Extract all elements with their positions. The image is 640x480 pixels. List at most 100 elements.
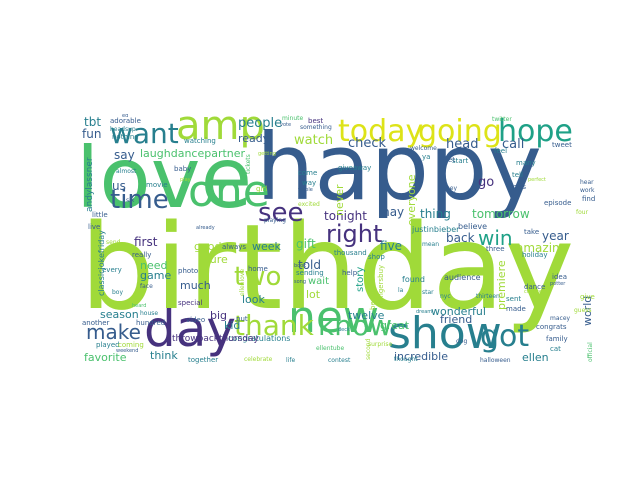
word-ya: ya: [422, 153, 431, 161]
word-go: go: [478, 175, 495, 190]
word-wonderful: wonderful: [431, 305, 486, 318]
word-andylassner: andylassner: [85, 157, 95, 212]
word-back: back: [446, 231, 475, 245]
word-congratulations: congratulations: [228, 334, 291, 343]
word-giveaway: giveaway: [338, 164, 372, 172]
word-make: make: [86, 320, 141, 344]
word-may: may: [378, 205, 405, 219]
word-throwbackthursday: throwbackthursday: [172, 334, 259, 344]
word-sent: sent: [506, 295, 522, 303]
word-birthday: birthday: [80, 198, 575, 336]
word-ellentube: ellentube: [316, 345, 345, 352]
word-everyone: everyone: [405, 174, 418, 226]
word-live: live: [88, 223, 101, 231]
word-potter: potter: [550, 281, 566, 287]
word-tbt: tbt: [84, 115, 102, 129]
word-halloween: halloween: [480, 357, 511, 364]
word-got: got: [480, 319, 530, 354]
word-going: going: [418, 114, 502, 149]
word-first: first: [134, 235, 158, 249]
word-right: right: [326, 220, 383, 248]
word-great: great: [380, 319, 410, 332]
word-let: let: [446, 156, 455, 164]
word-say: say: [114, 148, 135, 162]
word-played: played: [96, 341, 120, 349]
word-something: something: [300, 124, 332, 131]
word-need: need: [140, 259, 168, 272]
word-official: official: [587, 342, 594, 362]
word-three: three: [486, 245, 505, 253]
word-five: five: [380, 239, 403, 253]
word-friend: friend: [440, 313, 473, 326]
word-coming: coming: [118, 341, 144, 349]
word-six: six: [126, 197, 135, 204]
word-favorite: favorite: [84, 351, 127, 364]
word-dog: dog: [456, 338, 468, 345]
word-ellenlove: ellenlove: [239, 268, 246, 296]
word-gift: gift: [296, 237, 316, 251]
word-sending: sending: [296, 269, 324, 277]
word-vote: vote: [280, 122, 292, 128]
word-song: song: [294, 279, 307, 285]
word-shop: shop: [368, 253, 385, 261]
word-check: check: [348, 136, 387, 151]
word-together: together: [188, 356, 219, 364]
word-thing: thing: [420, 207, 451, 221]
word-tickets: tickets: [245, 154, 252, 174]
word-dream: dream: [416, 309, 433, 315]
word-amazing: amazing: [516, 241, 568, 255]
word-face: face: [140, 283, 153, 290]
word-whole: whole: [298, 187, 313, 193]
word-every: every: [102, 266, 122, 274]
word-help: help: [342, 269, 358, 277]
word-congrats: congrats: [536, 323, 567, 331]
word-see: see: [258, 198, 304, 228]
word-family: family: [546, 335, 568, 343]
word-look: look: [242, 293, 265, 306]
word-love: love: [76, 129, 253, 227]
word-contest: contest: [328, 357, 351, 364]
word-hope: hope: [498, 114, 573, 149]
word-much: much: [180, 279, 211, 292]
word-surprise: surprise: [368, 341, 393, 348]
word-cloud: birthday happy love day show new one amp…: [76, 114, 602, 369]
word-idea: idea: [552, 273, 567, 281]
word-house: house: [140, 310, 159, 317]
word-time: time: [110, 185, 169, 215]
word-hear: hear: [580, 179, 594, 186]
word-come: come: [298, 169, 318, 177]
word-told: told: [298, 258, 321, 272]
word-another: another: [82, 319, 110, 327]
word-thirteen: thirteen: [476, 293, 500, 300]
word-watching: watching: [184, 137, 216, 145]
word-fun: fun: [82, 127, 102, 141]
word-know: know: [318, 309, 392, 342]
word-la: la: [398, 287, 404, 294]
word-four: four: [576, 209, 589, 216]
word-show: show: [388, 308, 502, 359]
word-ed: ed: [122, 114, 129, 119]
word-good: good: [194, 240, 222, 253]
word-getting: getting: [258, 151, 276, 157]
word-heard: heard: [132, 303, 147, 309]
word-dance: dance: [524, 283, 546, 291]
word-found: found: [402, 275, 425, 284]
word-playing: playing: [264, 217, 286, 224]
word-book: book: [294, 263, 307, 269]
word-laughdancepartner: laughdancepartner: [140, 147, 246, 160]
word-really: really: [132, 251, 152, 259]
word-tomorrow: tomorrow: [472, 207, 530, 221]
word-classicjokefriday: classicjokefriday: [97, 230, 106, 296]
word-work: work: [580, 187, 595, 194]
word-beautiful: beautiful: [369, 278, 377, 310]
word-perfect: perfect: [528, 177, 546, 183]
word-hey: hey: [446, 185, 458, 192]
word-many: many: [516, 159, 536, 167]
word-feel: feel: [494, 147, 508, 155]
word-wait: wait: [308, 276, 330, 287]
word-always: always: [222, 243, 247, 251]
word-girl: girl: [256, 185, 268, 193]
word-boy: boy: [112, 289, 124, 296]
word-day: day: [144, 300, 236, 358]
word-story: story: [355, 266, 366, 292]
